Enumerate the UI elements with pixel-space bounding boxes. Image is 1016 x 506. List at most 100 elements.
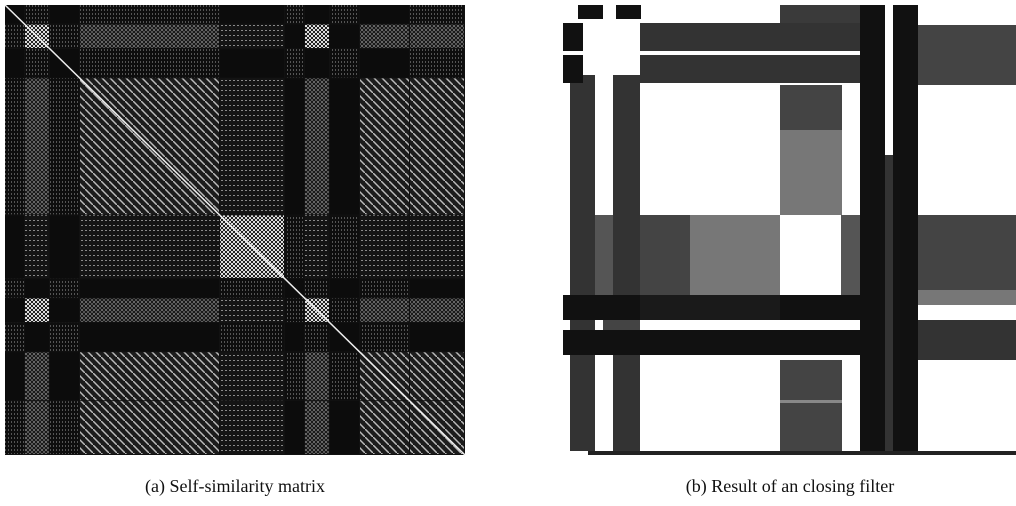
- matrix-block: [305, 322, 329, 352]
- matrix-block: [220, 322, 284, 352]
- matrix-block: [80, 215, 219, 278]
- matrix-block: [50, 322, 79, 352]
- matrix-block: [220, 78, 284, 215]
- bar: [640, 23, 860, 51]
- matrix-block: [5, 298, 24, 322]
- matrix-block: [360, 49, 409, 78]
- matrix-block: [5, 49, 24, 78]
- matrix-block: [5, 78, 24, 215]
- matrix-block: [25, 401, 49, 454]
- matrix-block: [220, 5, 284, 24]
- block: [918, 320, 1016, 360]
- bar: [616, 5, 641, 19]
- closing-filter-image: [563, 5, 1016, 455]
- block: [841, 215, 861, 295]
- matrix-block: [285, 322, 304, 352]
- matrix-block: [25, 5, 49, 24]
- matrix-block: [360, 278, 409, 298]
- matrix-block: [410, 278, 464, 298]
- matrix-block: [80, 278, 219, 298]
- matrix-block: [5, 352, 24, 401]
- matrix-block: [305, 5, 329, 24]
- bar: [885, 155, 893, 451]
- block: [780, 400, 842, 403]
- matrix-block: [360, 215, 409, 278]
- matrix-block: [50, 401, 79, 454]
- matrix-block: [50, 215, 79, 278]
- matrix-block: [360, 322, 409, 352]
- matrix-block: [285, 352, 304, 401]
- bar: [860, 5, 885, 451]
- matrix-block: [25, 215, 49, 278]
- matrix-block: [360, 401, 409, 454]
- matrix-block: [305, 49, 329, 78]
- matrix-block: [5, 24, 24, 49]
- bar: [563, 55, 583, 83]
- matrix-block: [80, 322, 219, 352]
- matrix-block: [220, 352, 284, 401]
- bar: [603, 320, 640, 330]
- matrix-block: [80, 49, 219, 78]
- matrix-block: [330, 78, 359, 215]
- matrix-block: [410, 24, 464, 49]
- block: [640, 215, 690, 295]
- matrix-block: [220, 298, 284, 322]
- matrix-block: [410, 78, 464, 215]
- matrix-block: [305, 278, 329, 298]
- matrix-block: [330, 24, 359, 49]
- matrix-block: [80, 401, 219, 454]
- matrix-block: [50, 24, 79, 49]
- block: [918, 215, 1016, 295]
- bar: [640, 295, 780, 320]
- matrix-block: [5, 401, 24, 454]
- matrix-block: [220, 49, 284, 78]
- matrix-block: [25, 278, 49, 298]
- matrix-block: [80, 5, 219, 24]
- matrix-block: [25, 352, 49, 401]
- matrix-block: [220, 24, 284, 49]
- matrix-block: [330, 215, 359, 278]
- diagonal: [4, 4, 466, 456]
- matrix-block: [305, 24, 329, 49]
- bar: [578, 5, 603, 19]
- matrix-block: [410, 352, 464, 401]
- matrix-block: [285, 298, 304, 322]
- self-similarity-image: [4, 4, 466, 456]
- matrix-block: [305, 352, 329, 401]
- matrix-block: [220, 278, 284, 298]
- matrix-block: [410, 49, 464, 78]
- matrix-block: [25, 49, 49, 78]
- bar: [563, 330, 860, 355]
- matrix-block: [5, 322, 24, 352]
- block: [918, 25, 1016, 85]
- block: [918, 85, 948, 215]
- matrix-block: [305, 215, 329, 278]
- matrix-block: [330, 298, 359, 322]
- matrix-block: [285, 49, 304, 78]
- matrix-block: [80, 352, 219, 401]
- matrix-block: [50, 352, 79, 401]
- matrix-block: [360, 24, 409, 49]
- matrix-block: [305, 401, 329, 454]
- matrix-block: [285, 215, 304, 278]
- matrix-block: [285, 5, 304, 24]
- matrix-block: [330, 278, 359, 298]
- matrix-block: [410, 322, 464, 352]
- block: [780, 85, 842, 130]
- bar: [640, 55, 860, 83]
- matrix-block: [25, 322, 49, 352]
- matrix-block: [360, 5, 409, 24]
- matrix-block: [25, 298, 49, 322]
- block: [780, 5, 860, 23]
- matrix-block: [25, 78, 49, 215]
- matrix-block: [285, 401, 304, 454]
- matrix-block: [360, 78, 409, 215]
- matrix-block: [305, 78, 329, 215]
- matrix-block: [330, 5, 359, 24]
- matrix-block: [80, 298, 219, 322]
- block: [918, 290, 1016, 305]
- matrix-block: [410, 5, 464, 24]
- matrix-block: [285, 78, 304, 215]
